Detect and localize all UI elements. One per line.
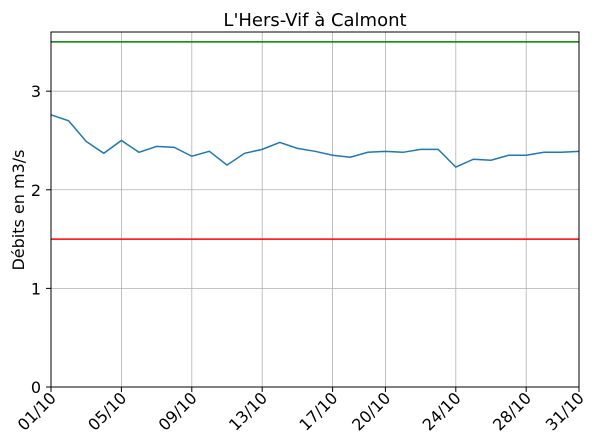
x-tick-label: 31/10 [542,388,588,434]
x-tick-label: 20/10 [348,388,394,434]
x-tick-label: 24/10 [419,388,465,434]
y-tick-label: 2 [31,181,41,200]
y-tick-label: 1 [31,279,41,298]
x-tick-label: 13/10 [225,388,271,434]
line-series [50,114,580,168]
x-tick-label: 17/10 [295,388,341,434]
plot-frame [50,31,580,388]
x-tick-label: 05/10 [84,388,130,434]
y-tick-label: 3 [31,82,41,101]
y-tick-label: 0 [31,378,41,397]
chart-title: L'Hers-Vif à Calmont [223,10,406,31]
x-tick-label: 09/10 [155,388,201,434]
x-tick-label: 28/10 [489,388,535,434]
y-axis-label: Débits en m3/s [9,149,28,270]
